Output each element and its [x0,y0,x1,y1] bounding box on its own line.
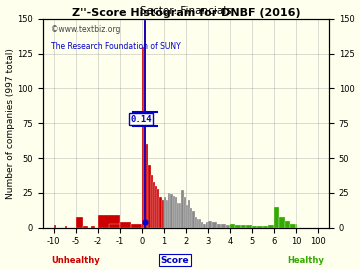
Bar [83,226,87,228]
Y-axis label: Number of companies (997 total): Number of companies (997 total) [5,48,14,199]
Bar [173,196,175,228]
Text: 0.14: 0.14 [130,114,152,123]
Bar [186,205,188,228]
Bar [230,224,235,228]
Text: ©www.textbiz.org: ©www.textbiz.org [51,25,121,34]
Bar [65,226,67,228]
Bar [206,222,208,228]
Bar [252,226,257,228]
Bar [98,215,120,228]
Bar [157,189,159,228]
Bar [159,197,162,228]
Bar [257,226,263,228]
Bar [201,222,203,228]
Bar [166,200,168,228]
Bar [190,208,193,228]
Bar [269,225,274,228]
Bar [274,207,279,228]
Bar [153,182,155,228]
Text: Score: Score [161,256,189,265]
Bar [291,224,296,228]
Bar [177,203,179,228]
Bar [225,225,230,228]
Bar [144,21,146,228]
Text: The Research Foundation of SUNY: The Research Foundation of SUNY [51,42,181,51]
Bar [241,225,247,228]
Bar [148,165,151,228]
Bar [285,221,291,228]
Bar [54,225,56,228]
Bar [279,217,285,228]
Text: Unhealthy: Unhealthy [51,256,100,265]
Bar [168,193,171,228]
Bar [175,197,177,228]
Bar [212,222,217,228]
Bar [217,224,221,228]
Bar [208,221,212,228]
Bar [109,224,120,228]
Bar [197,219,199,228]
Bar [90,226,95,228]
Bar [131,224,142,228]
Bar [199,219,201,228]
Bar [76,217,83,228]
Bar [162,200,164,228]
Bar [235,225,241,228]
Bar [247,225,252,228]
Bar [184,197,186,228]
Bar [120,222,131,228]
Text: Sector: Financials: Sector: Financials [140,6,232,16]
Bar [164,197,166,228]
Bar [188,200,190,228]
Bar [263,226,269,228]
Bar [221,224,225,228]
Title: Z''-Score Histogram for DNBF (2016): Z''-Score Histogram for DNBF (2016) [72,8,300,18]
Text: Healthy: Healthy [287,256,324,265]
Bar [181,190,184,228]
Bar [203,224,206,228]
Bar [171,194,173,228]
Bar [195,217,197,228]
Bar [155,186,157,228]
Bar [179,203,181,228]
Bar [193,211,195,228]
Bar [146,144,148,228]
Bar [142,46,144,228]
Bar [151,175,153,228]
